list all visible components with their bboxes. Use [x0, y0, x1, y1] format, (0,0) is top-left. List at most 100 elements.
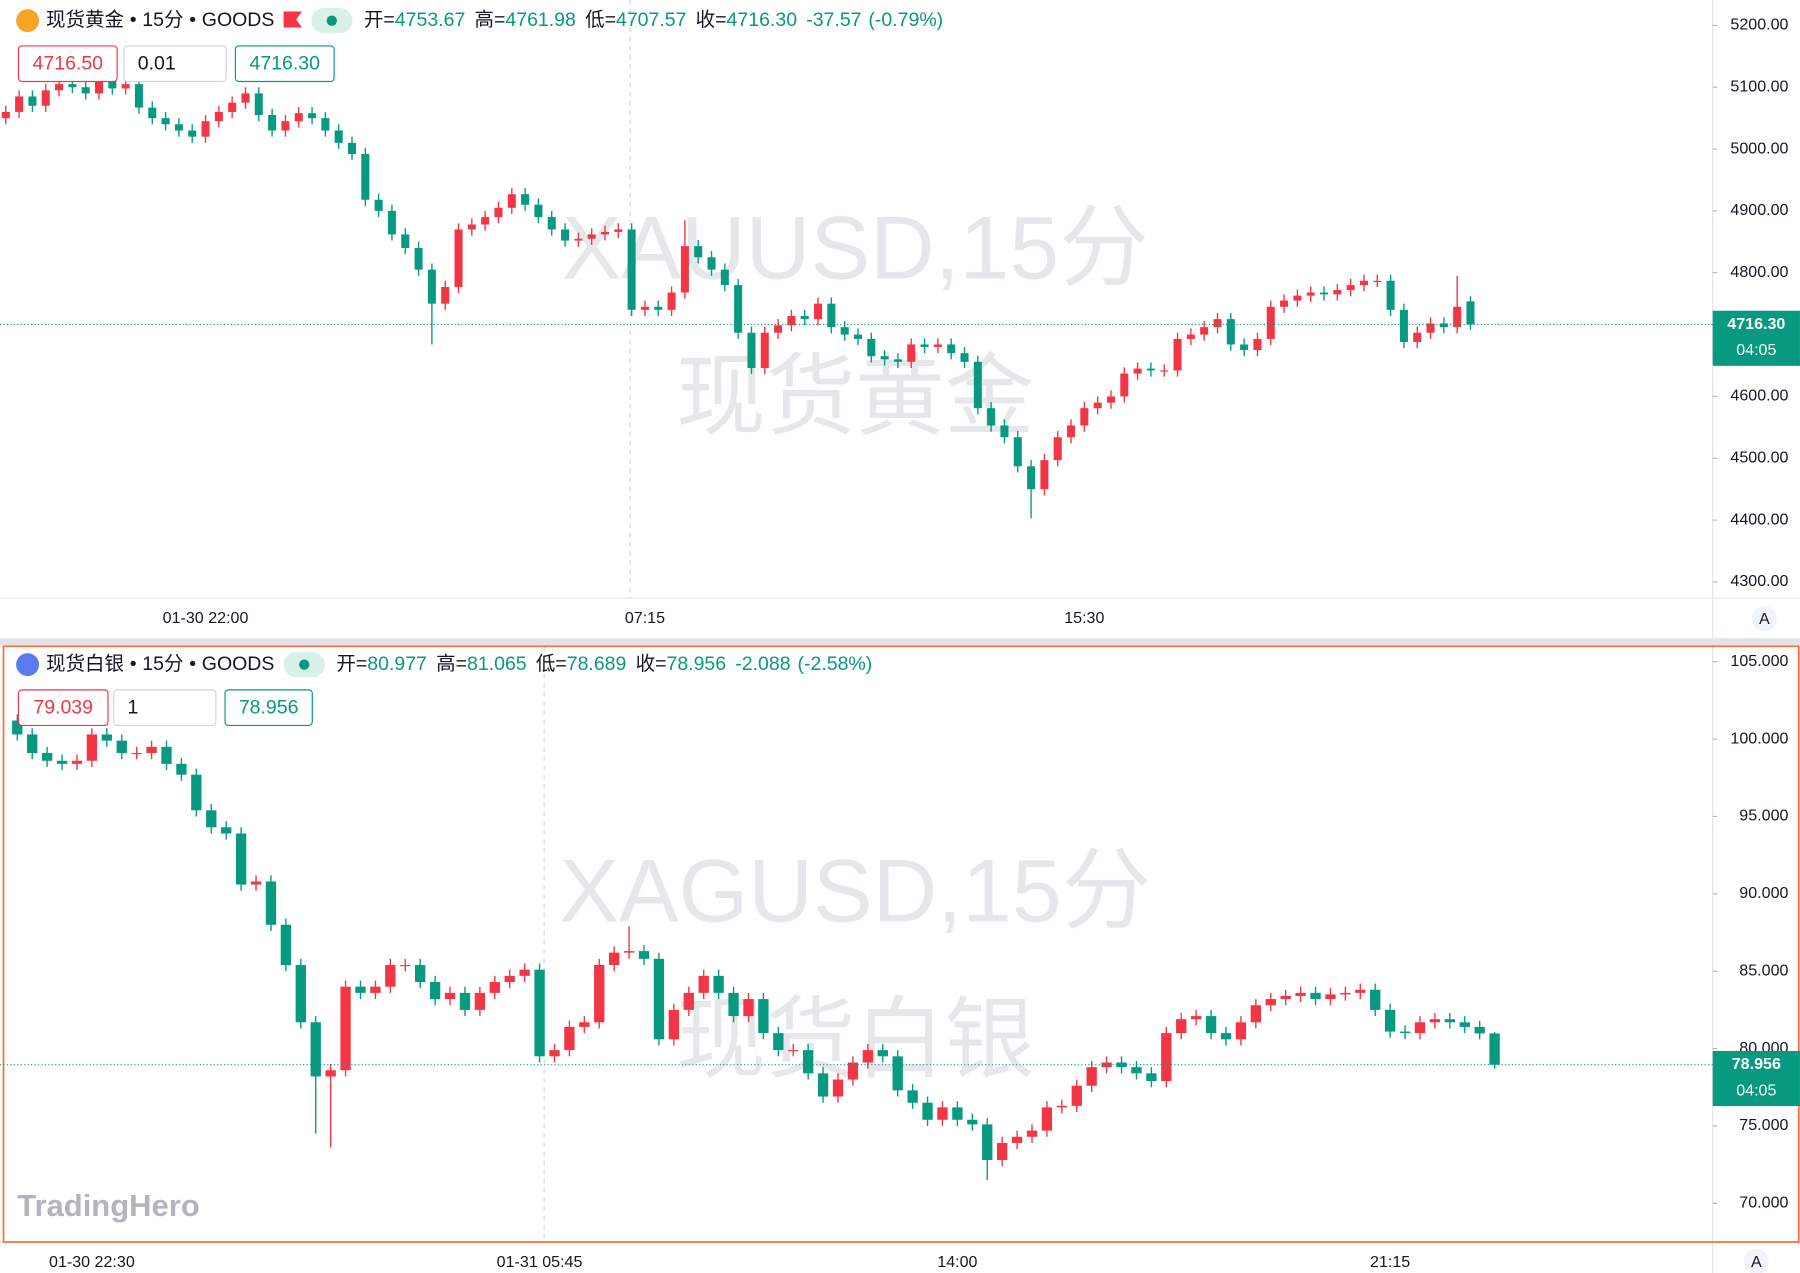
header-text: (-2.58%) [797, 653, 872, 675]
candle-body [1011, 1136, 1023, 1143]
candle-body [519, 969, 530, 976]
candle-body [1226, 319, 1235, 345]
candle-body [401, 234, 410, 249]
candle-body [734, 285, 743, 333]
quantity-box[interactable] [113, 689, 217, 727]
buy-price-box[interactable] [234, 45, 335, 83]
header-text: 78.956 [666, 653, 726, 675]
candle-body [1250, 1005, 1262, 1023]
sell-price-box[interactable] [17, 45, 118, 83]
candle-body [579, 1022, 590, 1027]
candle-body [474, 992, 486, 1010]
candle-body [1067, 425, 1076, 438]
candle-body [1265, 999, 1276, 1006]
candle-body [374, 199, 383, 211]
candle-body [134, 84, 143, 108]
sell-price-box[interactable] [17, 689, 109, 727]
candle-body [387, 210, 396, 235]
last-price-label: 78.956 [1732, 1055, 1781, 1073]
candle-body [241, 93, 250, 103]
candle-body [27, 734, 38, 754]
candle-body [427, 269, 436, 304]
buy-price: 78.956 [239, 696, 299, 718]
candle-body [1190, 1016, 1202, 1020]
candle-body [370, 986, 381, 993]
y-tick-label: 70.000 [1739, 1194, 1788, 1212]
candle-body [1253, 338, 1262, 351]
y-tick-label: 85.000 [1739, 961, 1788, 979]
candle-body [1310, 992, 1321, 1000]
candle-body [694, 246, 703, 258]
candle-body [623, 951, 635, 953]
candle-body [81, 87, 90, 94]
header-text: 81.065 [467, 653, 527, 675]
x-tick-label: 15:30 [1064, 609, 1104, 627]
candle-body [321, 118, 330, 131]
candle-body [960, 353, 969, 362]
candle-body [1186, 334, 1195, 339]
candle-body [41, 753, 53, 761]
candle-body [1333, 290, 1342, 295]
auto-scale-button[interactable] [1751, 606, 1777, 632]
candle-body [773, 1033, 784, 1051]
candle-body [728, 992, 739, 1017]
candle-body [235, 833, 247, 885]
candle-body [534, 969, 545, 1057]
candle-body [1000, 425, 1009, 438]
candle-body [444, 992, 456, 1000]
candle-body [415, 965, 426, 983]
candle-body [221, 827, 232, 834]
candle-body [494, 207, 503, 218]
candle-body [1131, 1067, 1142, 1074]
candle-body [1384, 1009, 1396, 1032]
buy-price-box[interactable] [224, 689, 313, 727]
candle-body [1426, 323, 1435, 333]
candle-body [68, 84, 77, 88]
candle-body [121, 84, 130, 89]
header-text: • [189, 9, 196, 31]
y-tick-label: 95.000 [1739, 807, 1788, 825]
candle-body [947, 344, 956, 354]
candle-body [1429, 1019, 1441, 1023]
candle-body [680, 246, 689, 293]
candle-body [71, 760, 83, 764]
candle-body [254, 93, 263, 116]
candle-body [489, 982, 500, 993]
candle-body [131, 753, 142, 755]
watermark: XAGUSD,15分 [559, 840, 1151, 940]
header-text: 高= [475, 9, 506, 31]
x-tick-label: 07:15 [625, 609, 665, 627]
candle-body [1489, 1033, 1500, 1065]
candle-body [1266, 306, 1275, 339]
candle-body [814, 303, 823, 320]
candle-body [1235, 1022, 1247, 1040]
header-text: 低= [536, 653, 567, 675]
candle-body [250, 881, 262, 885]
quantity-box[interactable] [123, 45, 227, 83]
candle-body [880, 356, 889, 360]
header-text: 15分 [142, 9, 183, 31]
candle-body [1120, 373, 1129, 397]
candle-body [1086, 1067, 1097, 1086]
candle-body [1240, 344, 1249, 351]
auto-scale-button[interactable] [1743, 1248, 1769, 1273]
candle-body [547, 217, 556, 230]
candle-body [429, 982, 441, 1000]
auto-scale-label: A [1759, 610, 1770, 628]
candle-body [176, 763, 187, 775]
candle-body [609, 952, 620, 966]
candle-body [800, 316, 809, 320]
candle-body [1474, 1026, 1485, 1034]
candle-body [28, 96, 37, 106]
candle-body [1399, 309, 1408, 343]
header-text: 开= [336, 653, 367, 675]
candle-body [982, 1124, 993, 1160]
status-dot [326, 15, 337, 26]
candle-body [56, 760, 68, 764]
candle-body [1146, 1073, 1157, 1082]
last-price-box [1712, 1050, 1800, 1107]
candle-body [454, 229, 463, 287]
candle-body [640, 306, 649, 310]
candle-body [627, 229, 636, 310]
last-price-box [1712, 310, 1800, 366]
